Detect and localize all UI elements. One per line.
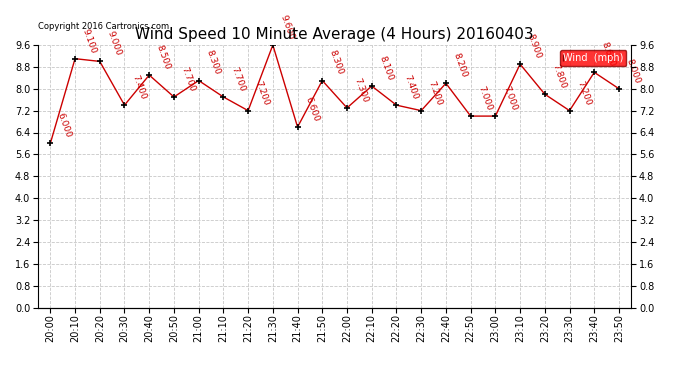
Text: 8.600: 8.600 xyxy=(600,41,617,68)
Text: 7.200: 7.200 xyxy=(254,79,271,106)
Text: 8.000: 8.000 xyxy=(624,57,642,85)
Text: Copyright 2016 Cartronics.com: Copyright 2016 Cartronics.com xyxy=(38,21,169,31)
Text: 6.600: 6.600 xyxy=(303,96,320,123)
Text: 7.400: 7.400 xyxy=(130,74,147,101)
Text: 7.000: 7.000 xyxy=(501,84,518,112)
Text: 7.700: 7.700 xyxy=(229,65,246,93)
Text: 8.900: 8.900 xyxy=(526,33,543,60)
Text: 7.800: 7.800 xyxy=(551,63,568,90)
Legend: Wind  (mph): Wind (mph) xyxy=(560,50,627,66)
Text: 8.300: 8.300 xyxy=(204,49,221,76)
Text: 8.500: 8.500 xyxy=(155,44,172,71)
Text: 9.100: 9.100 xyxy=(81,27,98,54)
Text: 7.700: 7.700 xyxy=(179,65,197,93)
Text: 7.400: 7.400 xyxy=(402,74,420,101)
Text: 7.000: 7.000 xyxy=(476,84,493,112)
Text: 7.200: 7.200 xyxy=(575,79,592,106)
Text: 6.000: 6.000 xyxy=(56,112,73,139)
Text: 8.200: 8.200 xyxy=(451,52,469,79)
Text: 9.600: 9.600 xyxy=(278,13,296,41)
Title: Wind Speed 10 Minute Average (4 Hours) 20160403: Wind Speed 10 Minute Average (4 Hours) 2… xyxy=(135,27,534,42)
Text: 9.000: 9.000 xyxy=(106,30,123,57)
Text: 7.200: 7.200 xyxy=(426,79,444,106)
Text: 7.300: 7.300 xyxy=(353,76,370,104)
Text: 8.300: 8.300 xyxy=(328,49,345,76)
Text: 8.100: 8.100 xyxy=(377,54,395,82)
